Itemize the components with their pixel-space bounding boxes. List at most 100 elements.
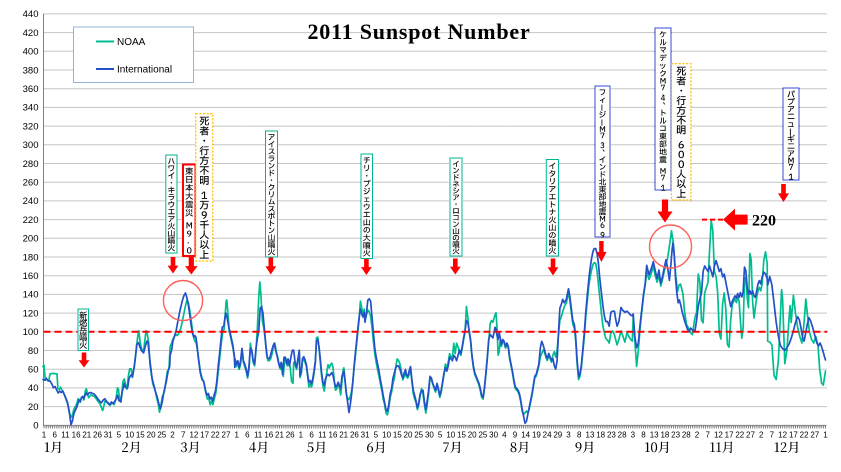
svg-text:60: 60 xyxy=(28,365,39,376)
svg-text:23: 23 xyxy=(607,431,616,440)
svg-text:7: 7 xyxy=(770,431,775,440)
svg-text:1: 1 xyxy=(299,431,304,440)
svg-text:240: 240 xyxy=(23,196,39,207)
svg-text:24: 24 xyxy=(543,431,552,440)
svg-text:20: 20 xyxy=(147,431,156,440)
svg-text:11: 11 xyxy=(254,431,263,440)
svg-text:21: 21 xyxy=(82,431,91,440)
svg-text:5: 5 xyxy=(374,431,379,440)
svg-text:320: 320 xyxy=(23,121,39,132)
svg-text:10: 10 xyxy=(382,431,391,440)
svg-text:4: 4 xyxy=(502,431,507,440)
svg-text:11: 11 xyxy=(318,431,327,440)
svg-text:21: 21 xyxy=(275,431,284,440)
svg-text:260: 260 xyxy=(23,178,39,189)
svg-text:400: 400 xyxy=(23,47,39,58)
svg-text:23: 23 xyxy=(671,431,680,440)
svg-text:15: 15 xyxy=(136,431,145,440)
svg-text:100: 100 xyxy=(23,327,39,338)
svg-text:340: 340 xyxy=(23,103,39,114)
svg-text:10: 10 xyxy=(125,431,134,440)
svg-text:20: 20 xyxy=(468,431,477,440)
svg-text:21: 21 xyxy=(339,431,348,440)
svg-text:8: 8 xyxy=(641,431,646,440)
svg-text:International: International xyxy=(117,65,172,76)
svg-text:26: 26 xyxy=(286,431,295,440)
svg-text:22: 22 xyxy=(800,431,809,440)
svg-text:27: 27 xyxy=(746,431,755,440)
svg-text:120: 120 xyxy=(23,308,39,319)
svg-text:80: 80 xyxy=(28,346,39,357)
svg-text:6: 6 xyxy=(309,431,314,440)
svg-text:2: 2 xyxy=(759,431,764,440)
svg-text:13: 13 xyxy=(586,431,595,440)
svg-text:27: 27 xyxy=(222,431,231,440)
svg-text:7: 7 xyxy=(705,431,710,440)
svg-text:30: 30 xyxy=(489,431,498,440)
svg-text:180: 180 xyxy=(23,252,39,263)
svg-text:200: 200 xyxy=(23,234,39,245)
svg-text:14: 14 xyxy=(521,431,530,440)
svg-text:300: 300 xyxy=(23,140,39,151)
svg-text:25: 25 xyxy=(478,431,487,440)
svg-text:9: 9 xyxy=(513,431,518,440)
svg-text:22: 22 xyxy=(211,431,220,440)
svg-text:20: 20 xyxy=(404,431,413,440)
svg-text:8: 8 xyxy=(577,431,582,440)
svg-text:19: 19 xyxy=(532,431,541,440)
svg-text:26: 26 xyxy=(350,431,359,440)
svg-text:29: 29 xyxy=(553,431,562,440)
svg-text:220: 220 xyxy=(752,213,776,230)
svg-text:220: 220 xyxy=(23,215,39,226)
svg-text:26: 26 xyxy=(93,431,102,440)
svg-text:160: 160 xyxy=(23,271,39,282)
svg-text:5: 5 xyxy=(438,431,443,440)
svg-text:12: 12 xyxy=(778,431,787,440)
svg-text:3: 3 xyxy=(631,431,636,440)
svg-text:1: 1 xyxy=(234,431,239,440)
svg-text:1: 1 xyxy=(823,431,828,440)
svg-text:10: 10 xyxy=(446,431,455,440)
svg-text:31: 31 xyxy=(104,431,113,440)
svg-text:3: 3 xyxy=(566,431,571,440)
svg-text:30: 30 xyxy=(425,431,434,440)
svg-text:1: 1 xyxy=(42,431,47,440)
svg-text:NOAA: NOAA xyxy=(117,37,146,48)
svg-text:28: 28 xyxy=(682,431,691,440)
svg-text:31: 31 xyxy=(361,431,370,440)
svg-text:17: 17 xyxy=(200,431,209,440)
svg-text:280: 280 xyxy=(23,159,39,170)
svg-text:25: 25 xyxy=(414,431,423,440)
svg-text:16: 16 xyxy=(329,431,338,440)
svg-text:22: 22 xyxy=(735,431,744,440)
svg-text:2011 Sunspot Number: 2011 Sunspot Number xyxy=(307,19,530,44)
svg-text:16: 16 xyxy=(72,431,81,440)
svg-text:420: 420 xyxy=(23,28,39,39)
svg-text:2: 2 xyxy=(695,431,700,440)
svg-text:40: 40 xyxy=(28,383,39,394)
svg-text:12: 12 xyxy=(714,431,723,440)
svg-text:140: 140 xyxy=(23,290,39,301)
svg-text:15: 15 xyxy=(393,431,402,440)
svg-text:2: 2 xyxy=(170,431,175,440)
svg-text:12: 12 xyxy=(189,431,198,440)
svg-text:5: 5 xyxy=(117,431,122,440)
svg-text:380: 380 xyxy=(23,65,39,76)
svg-text:440: 440 xyxy=(23,9,39,20)
svg-text:28: 28 xyxy=(618,431,627,440)
svg-text:360: 360 xyxy=(23,84,39,95)
svg-text:6: 6 xyxy=(245,431,250,440)
svg-text:17: 17 xyxy=(789,431,798,440)
svg-text:7: 7 xyxy=(181,431,186,440)
svg-text:27: 27 xyxy=(810,431,819,440)
svg-text:16: 16 xyxy=(264,431,273,440)
svg-text:11: 11 xyxy=(61,431,70,440)
svg-text:0: 0 xyxy=(33,421,38,432)
svg-text:18: 18 xyxy=(596,431,605,440)
svg-text:17: 17 xyxy=(725,431,734,440)
svg-text:25: 25 xyxy=(157,431,166,440)
svg-text:6: 6 xyxy=(52,431,57,440)
svg-text:18: 18 xyxy=(660,431,669,440)
svg-text:15: 15 xyxy=(457,431,466,440)
svg-text:13: 13 xyxy=(650,431,659,440)
